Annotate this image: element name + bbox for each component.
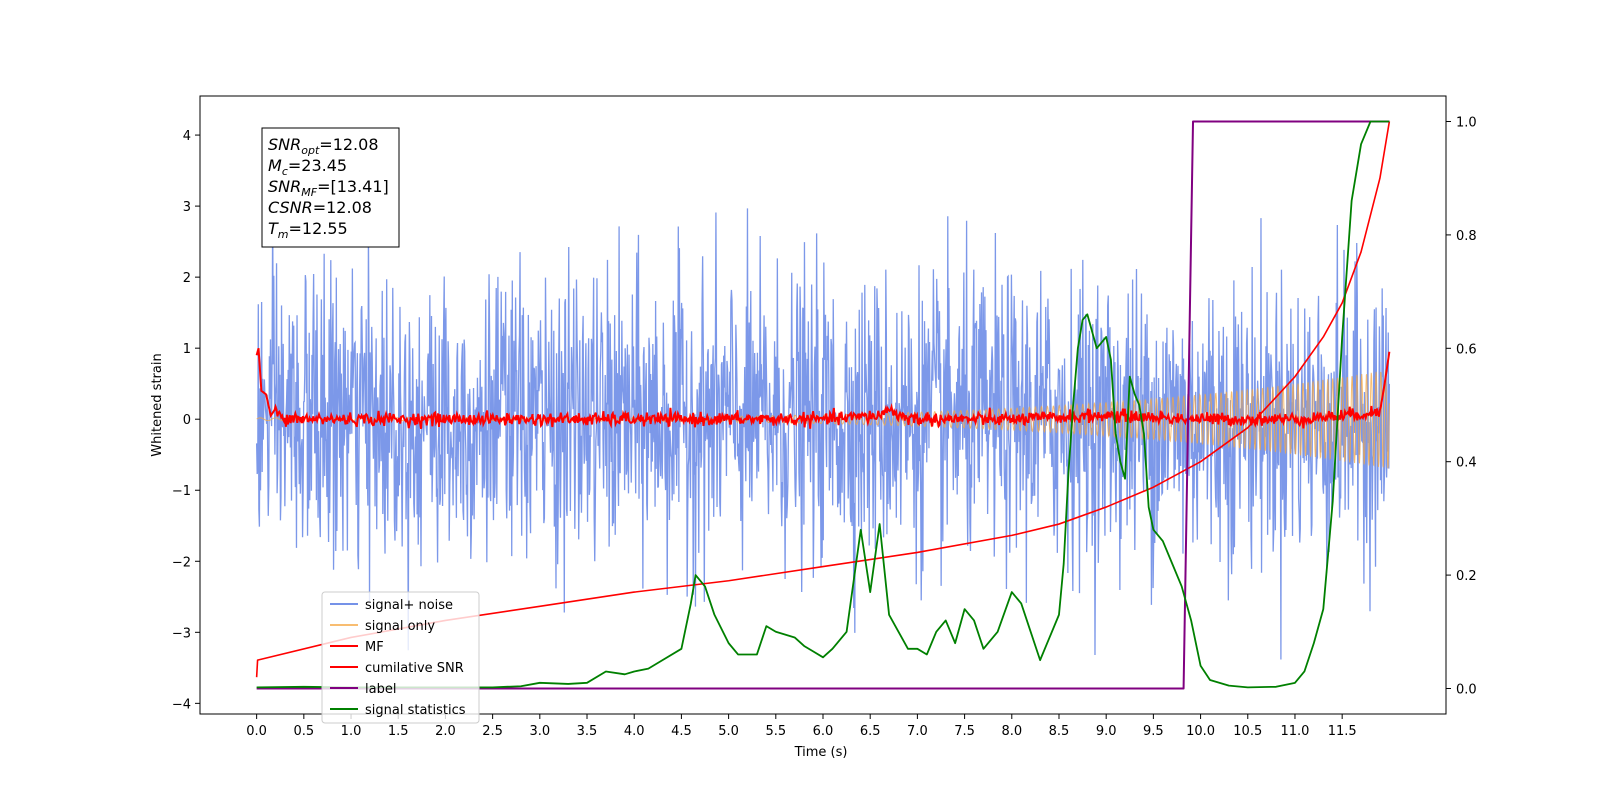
annotation-frame	[261, 127, 400, 248]
x-tick-label: 4.0	[624, 724, 645, 739]
y-right-tick-label: 1.0	[1456, 116, 1477, 131]
y-left-tick-label: 1	[183, 342, 191, 357]
y-left-tick-label: 3	[183, 200, 191, 215]
y-right-tick-label: 0.2	[1456, 569, 1477, 584]
x-tick-label: 0.0	[246, 724, 267, 739]
x-tick-label: 1.5	[388, 724, 409, 739]
x-tick-label: 5.0	[718, 724, 739, 739]
annotation-line: CSNR=12.08	[268, 198, 372, 217]
y-left-axis-ticks: −4 −3 −2 −1 0 1 2 3 4	[172, 129, 200, 712]
y-left-tick-label: 2	[183, 271, 191, 286]
annotation-value: =12.08	[313, 198, 372, 217]
x-tick-label: 10.0	[1186, 724, 1215, 739]
x-axis-label: Time (s)	[794, 745, 848, 760]
y-left-tick-label: −3	[172, 626, 191, 641]
x-tick-label: 6.5	[860, 724, 881, 739]
x-tick-label: 1.0	[341, 724, 362, 739]
series-label	[256, 120, 1390, 690]
y-right-axis-ticks: 0.0 0.2 0.4 0.6 0.8 1.0	[1446, 116, 1477, 697]
x-tick-label: 10.5	[1233, 724, 1262, 739]
legend-label: signal+ noise	[365, 598, 453, 613]
x-tick-label: 11.5	[1328, 724, 1357, 739]
annotation-symbol: CSNR	[268, 198, 313, 217]
legend-label: label	[365, 682, 396, 697]
y-left-tick-label: 4	[183, 129, 191, 144]
annotation-subscript: m	[278, 228, 289, 241]
x-tick-label: 2.5	[482, 724, 503, 739]
x-tick-label: 2.0	[435, 724, 456, 739]
y-left-tick-label: −1	[172, 484, 191, 499]
y-axis-label: Whitened strain	[150, 353, 165, 456]
annotation-box: SNRopt=12.08Mc=23.45SNRMF=[13.41]CSNR=12…	[261, 127, 400, 248]
annotation-value: =12.55	[289, 219, 348, 238]
x-tick-label: 3.5	[577, 724, 598, 739]
series-signal-statistics	[256, 120, 1390, 689]
x-tick-label: 9.0	[1096, 724, 1117, 739]
series-signal-noise	[255, 207, 1391, 660]
legend: signal+ noise signal only MF cumilative SNR…	[321, 591, 480, 724]
annotation-line: SNRMF=[13.41]	[268, 177, 389, 199]
x-tick-label: 5.5	[765, 724, 786, 739]
x-axis-ticks: 0.0 0.5 1.0 1.5 2.0 2.5 3.0 3.5 4.0 4.5 5.0 5.5 6.0 6…	[246, 714, 1357, 739]
y-left-tick-label: 0	[183, 413, 191, 428]
annotation-value: =23.45	[288, 156, 347, 175]
x-tick-label: 7.5	[954, 724, 975, 739]
annotation-symbol: T	[268, 219, 279, 238]
y-right-tick-label: 0.0	[1456, 682, 1477, 697]
x-tick-label: 11.0	[1280, 724, 1309, 739]
x-tick-label: 3.0	[529, 724, 550, 739]
y-right-tick-label: 0.8	[1456, 229, 1477, 244]
annotation-subscript: c	[282, 165, 288, 178]
legend-label: cumilative SNR	[365, 661, 464, 676]
legend-label: MF	[365, 640, 384, 655]
y-left-tick-label: −2	[172, 555, 191, 570]
annotation-line: Mc=23.45	[268, 156, 347, 178]
x-tick-label: 6.0	[813, 724, 834, 739]
y-left-tick-label: −4	[172, 697, 191, 712]
annotation-symbol: SNR	[268, 177, 301, 196]
x-tick-label: 9.5	[1143, 724, 1164, 739]
x-tick-label: 0.5	[293, 724, 314, 739]
annotation-value: =12.08	[319, 135, 378, 154]
x-tick-label: 8.5	[1049, 724, 1070, 739]
annotation-subscript: opt	[301, 144, 320, 157]
x-tick-label: 8.0	[1001, 724, 1022, 739]
annotation-symbol: SNR	[268, 135, 301, 154]
x-tick-label: 4.5	[671, 724, 692, 739]
legend-label: signal only	[365, 619, 435, 634]
x-tick-label: 7.0	[907, 724, 928, 739]
legend-label: signal statistics	[365, 703, 466, 718]
annotation-symbol: M	[268, 156, 282, 175]
annotation-subscript: MF	[301, 186, 317, 199]
legend-frame	[321, 591, 480, 724]
annotation-line: SNRopt=12.08	[268, 135, 379, 157]
series-mf	[255, 347, 1391, 429]
annotation-value: =[13.41]	[317, 177, 389, 196]
y-right-tick-label: 0.6	[1456, 342, 1477, 357]
annotation-line: Tm=12.55	[268, 219, 348, 241]
y-right-tick-label: 0.4	[1456, 456, 1477, 471]
